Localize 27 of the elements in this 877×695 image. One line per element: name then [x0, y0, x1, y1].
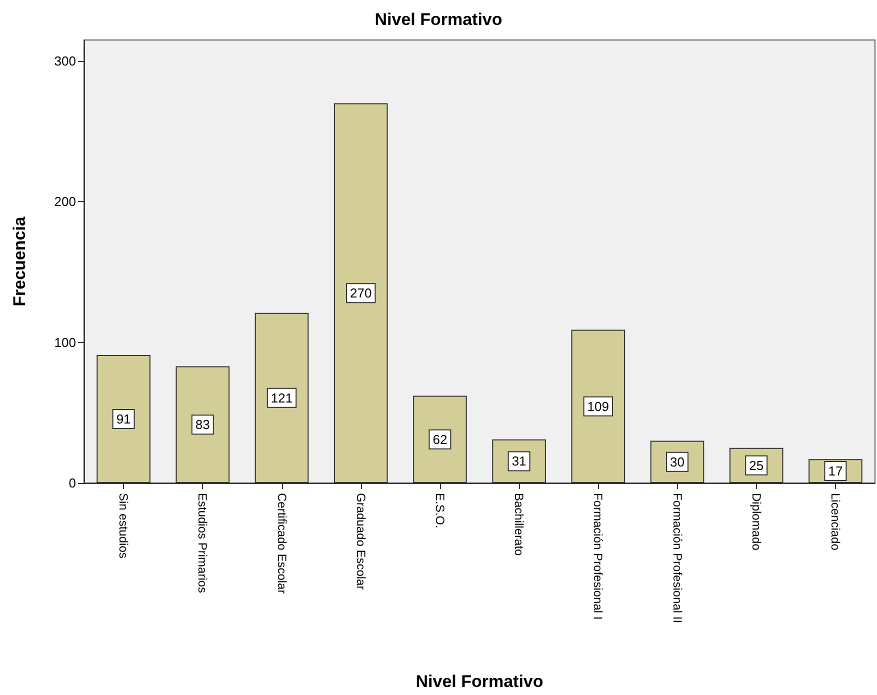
x-tick-label: Sin estudios — [116, 493, 131, 558]
y-tick-label: 300 — [54, 54, 76, 69]
y-axis-title: Frecuencia — [10, 216, 29, 306]
y-tick-label: 0 — [68, 476, 76, 490]
y-tick-label: 200 — [54, 194, 76, 210]
y-tick-label: 100 — [54, 334, 76, 350]
x-tick-label: Certificado Escolar — [274, 493, 289, 594]
x-tick-label: Estudios Primarios — [196, 493, 210, 594]
x-tick-label: Formación Profesional I — [591, 493, 606, 620]
x-axis-title: Nivel Formativo — [416, 672, 544, 691]
data-label: 31 — [512, 454, 526, 469]
data-label: 109 — [587, 398, 609, 414]
x-tick-label: E.S.O. — [432, 493, 447, 528]
data-label: 91 — [116, 412, 131, 427]
data-label: 270 — [350, 286, 372, 301]
data-label: 25 — [749, 458, 764, 473]
x-tick-label: Graduado Escolar — [354, 493, 368, 590]
x-tick-label: Bachillerato — [512, 493, 526, 556]
x-tick-label: Diplomado — [749, 493, 764, 551]
x-tick-label: Formación Profesional II — [670, 493, 684, 624]
data-label: 62 — [432, 432, 448, 447]
data-label: 121 — [270, 390, 293, 406]
data-label: 83 — [195, 417, 210, 432]
x-tick-label: Licenciado — [828, 493, 842, 551]
data-label: 17 — [828, 464, 843, 479]
data-label: 30 — [670, 454, 684, 470]
chart-title: Nivel Formativo — [374, 10, 502, 29]
